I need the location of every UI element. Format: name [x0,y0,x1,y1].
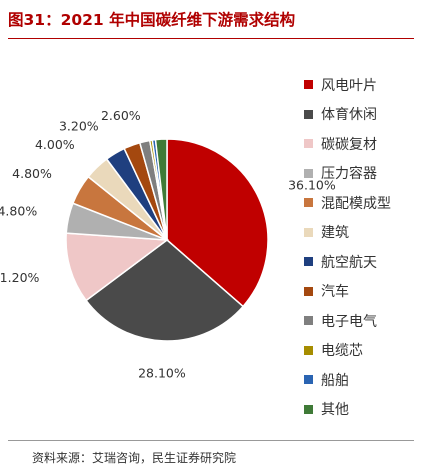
legend-label: 建筑 [321,225,349,242]
legend-item: 混配模成型 [304,188,391,218]
pie-slice [166,138,269,308]
legend-swatch [304,80,313,90]
data-label: 11.20% [0,270,40,285]
legend-label: 电子电气 [321,313,377,330]
legend-item: 碳碳复材 [304,129,391,159]
legend-swatch [304,198,313,208]
legend-swatch [304,286,313,296]
pie-slice [85,239,245,342]
legend: 风电叶片体育休闲碳碳复材压力容器混配模成型建筑航空航天汽车电子电气电缆芯船舶其他 [304,70,391,424]
legend-item: 压力容器 [304,159,391,189]
title-rule [8,38,414,39]
legend-label: 混配模成型 [321,195,391,212]
legend-swatch [304,316,313,326]
legend-item: 航空航天 [304,247,391,277]
data-label: 28.10% [138,365,186,380]
pie-slice [65,232,170,302]
legend-label: 体育休闲 [321,107,377,124]
legend-item: 体育休闲 [304,100,391,130]
legend-label: 风电叶片 [321,77,377,94]
legend-item: 电子电气 [304,306,391,336]
pie-slices [65,138,269,342]
source-rule [8,440,414,441]
data-label: 2.60% [101,108,141,123]
legend-swatch [304,109,313,119]
legend-swatch [304,227,313,237]
data-label: 36.10% [288,178,336,193]
source-note: 资料来源：艾瑞咨询，民生证券研究院 [32,451,237,465]
legend-swatch [304,375,313,385]
data-labels: 36.10% 28.10% 11.20% 4.80% 4.80% 4.00% 3.20%2.… [0,108,336,381]
legend-swatch [304,257,313,267]
legend-label: 压力容器 [321,166,377,183]
legend-item: 汽车 [304,277,391,307]
legend-item: 船舶 [304,365,391,395]
legend-label: 船舶 [321,372,349,389]
legend-swatch [304,139,313,149]
legend-swatch [304,345,313,355]
legend-swatch [304,404,313,414]
legend-label: 碳碳复材 [321,136,377,153]
legend-label: 航空航天 [321,254,377,271]
legend-label: 其他 [321,402,349,419]
chart-title: 图31：2021 年中国碳纤维下游需求结构 [8,11,296,29]
legend-item: 建筑 [304,218,391,248]
data-label: 4.00% [35,137,75,152]
data-label: 4.80% [0,203,37,218]
legend-label: 电缆芯 [321,343,363,360]
legend-item: 风电叶片 [304,70,391,100]
legend-item: 电缆芯 [304,336,391,366]
data-label: 4.80% [12,166,52,181]
legend-label: 汽车 [321,284,349,301]
pie-slice [154,138,168,241]
legend-item: 其他 [304,395,391,425]
data-label: 3.20% [59,118,99,133]
legend-swatch [304,168,313,178]
